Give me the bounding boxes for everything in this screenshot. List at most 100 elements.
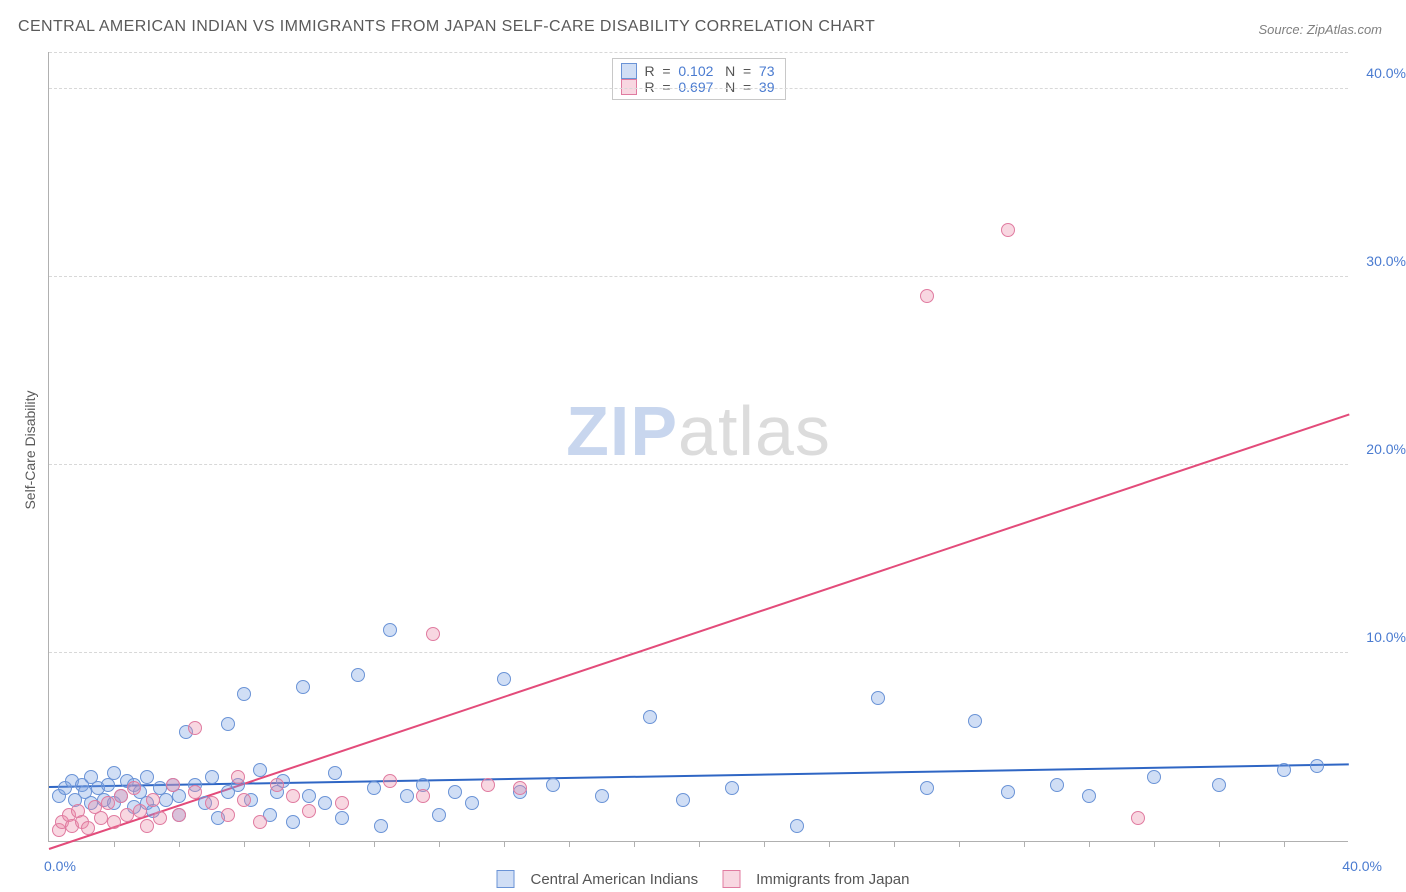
data-point: [140, 819, 154, 833]
data-point: [205, 770, 219, 784]
data-point: [513, 781, 527, 795]
data-point: [790, 819, 804, 833]
legend-swatch: [497, 870, 515, 888]
data-point: [231, 770, 245, 784]
watermark-zip: ZIP: [566, 392, 678, 470]
legend-label: Immigrants from Japan: [756, 871, 909, 888]
data-point: [383, 774, 397, 788]
data-point: [140, 770, 154, 784]
data-point: [237, 793, 251, 807]
y-tick-label: 30.0%: [1366, 253, 1406, 269]
data-point: [497, 672, 511, 686]
data-point: [107, 815, 121, 829]
x-tick: [894, 841, 895, 847]
data-point: [270, 778, 284, 792]
data-point: [367, 781, 381, 795]
data-point: [426, 627, 440, 641]
data-point: [432, 808, 446, 822]
data-point: [159, 793, 173, 807]
data-point: [1147, 770, 1161, 784]
data-point: [302, 789, 316, 803]
data-point: [400, 789, 414, 803]
x-tick: [1089, 841, 1090, 847]
x-tick: [374, 841, 375, 847]
data-point: [221, 717, 235, 731]
gridline: [49, 88, 1348, 89]
gridline: [49, 52, 1348, 53]
data-point: [94, 811, 108, 825]
data-point: [1131, 811, 1145, 825]
data-point: [871, 691, 885, 705]
data-point: [296, 680, 310, 694]
series-legend: Central American Indians Immigrants from …: [497, 870, 910, 888]
data-point: [1001, 223, 1015, 237]
data-point: [968, 714, 982, 728]
data-point: [153, 811, 167, 825]
data-point: [205, 796, 219, 810]
data-point: [146, 793, 160, 807]
data-point: [127, 781, 141, 795]
data-point: [107, 766, 121, 780]
data-point: [1277, 763, 1291, 777]
data-point: [335, 796, 349, 810]
data-point: [302, 804, 316, 818]
gridline: [49, 464, 1348, 465]
y-tick-label: 40.0%: [1366, 65, 1406, 81]
legend-swatch: [722, 870, 740, 888]
legend-item: Immigrants from Japan: [722, 870, 909, 888]
data-point: [351, 668, 365, 682]
x-axis-min-label: 0.0%: [44, 858, 76, 874]
data-point: [465, 796, 479, 810]
data-point: [920, 781, 934, 795]
data-point: [1310, 759, 1324, 773]
data-point: [1082, 789, 1096, 803]
data-point: [286, 789, 300, 803]
data-point: [383, 623, 397, 637]
y-tick-label: 20.0%: [1366, 441, 1406, 457]
data-point: [448, 785, 462, 799]
gridline: [49, 276, 1348, 277]
data-point: [416, 789, 430, 803]
data-point: [172, 808, 186, 822]
x-tick: [504, 841, 505, 847]
data-point: [595, 789, 609, 803]
data-point: [328, 766, 342, 780]
data-point: [1001, 785, 1015, 799]
data-point: [546, 778, 560, 792]
scatter-plot-area: ZIPatlas R = 0.102 N = 73R = 0.697 N = 3…: [48, 52, 1348, 842]
series-swatch: [621, 63, 637, 79]
data-point: [120, 808, 134, 822]
x-tick: [829, 841, 830, 847]
x-tick: [179, 841, 180, 847]
data-point: [1212, 778, 1226, 792]
data-point: [481, 778, 495, 792]
data-point: [920, 289, 934, 303]
x-tick: [244, 841, 245, 847]
correlation-stats-box: R = 0.102 N = 73R = 0.697 N = 39: [612, 58, 786, 100]
watermark: ZIPatlas: [566, 391, 831, 471]
x-tick: [764, 841, 765, 847]
data-point: [318, 796, 332, 810]
source-attribution: Source: ZipAtlas.com: [1258, 22, 1382, 37]
data-point: [725, 781, 739, 795]
legend-label: Central American Indians: [531, 871, 699, 888]
data-point: [335, 811, 349, 825]
x-tick: [1219, 841, 1220, 847]
x-tick: [634, 841, 635, 847]
y-tick-label: 10.0%: [1366, 629, 1406, 645]
x-tick: [699, 841, 700, 847]
x-tick: [959, 841, 960, 847]
gridline: [49, 652, 1348, 653]
data-point: [166, 778, 180, 792]
data-point: [81, 821, 95, 835]
x-tick: [114, 841, 115, 847]
data-point: [1050, 778, 1064, 792]
y-axis-title: Self-Care Disability: [22, 350, 38, 550]
data-point: [253, 815, 267, 829]
data-point: [101, 796, 115, 810]
x-tick: [569, 841, 570, 847]
x-tick: [1024, 841, 1025, 847]
data-point: [286, 815, 300, 829]
data-point: [188, 721, 202, 735]
data-point: [133, 804, 147, 818]
